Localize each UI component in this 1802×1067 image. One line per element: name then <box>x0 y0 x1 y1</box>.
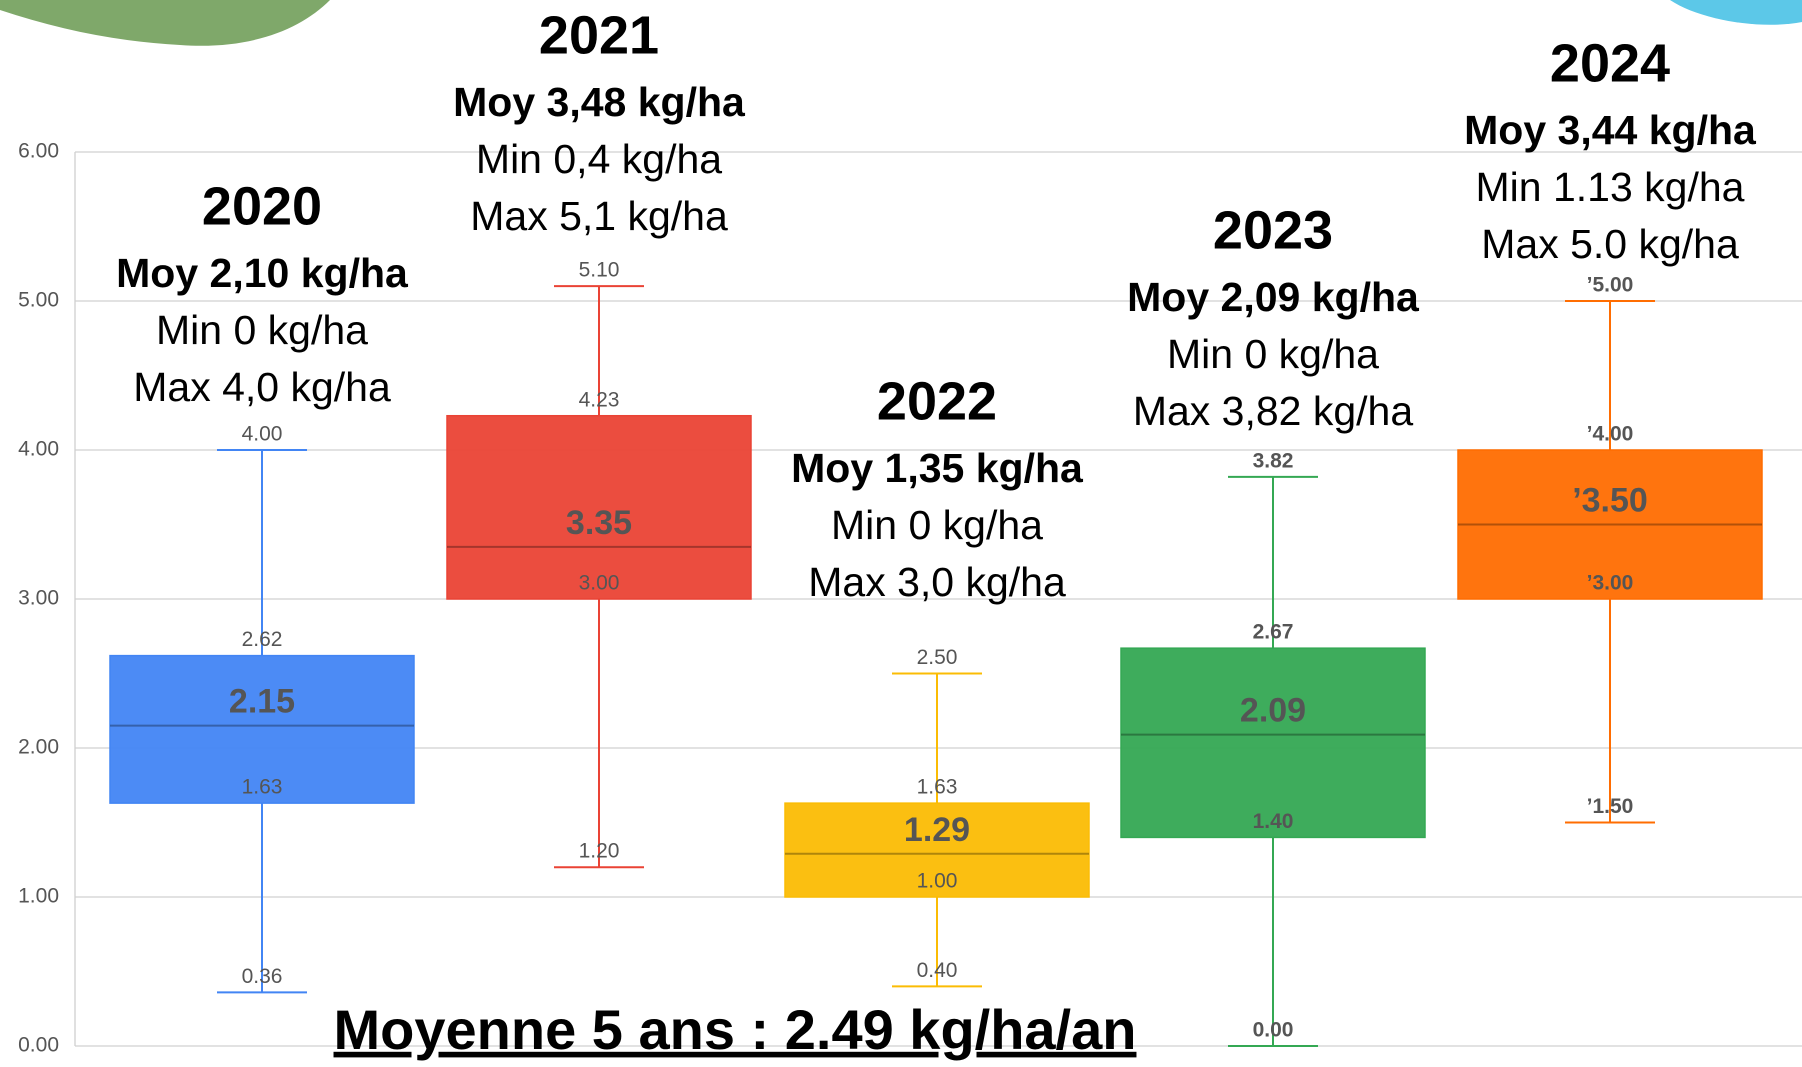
value-label: 2.62 <box>242 628 283 651</box>
y-tick-label: 5.00 <box>18 289 59 312</box>
value-label: 3.82 <box>1253 449 1294 472</box>
annotation: Max 5.0 kg/ha <box>1481 221 1739 267</box>
box <box>784 802 1090 898</box>
value-label: 1.40 <box>1253 810 1294 833</box>
annotation: Moy 3,44 kg/ha <box>1464 107 1757 153</box>
value-label: 1.63 <box>242 776 283 799</box>
value-label: 5.10 <box>579 259 620 282</box>
year-title: 2020 <box>202 176 322 236</box>
annotation: Moy 2,10 kg/ha <box>116 250 409 296</box>
y-tick-label: 0.00 <box>18 1034 59 1057</box>
footer-note: Moyenne 5 ans : 2.49 kg/ha/an <box>334 998 1137 1061</box>
annotation: Max 3,82 kg/ha <box>1133 388 1414 434</box>
value-label: 1.29 <box>904 811 970 849</box>
value-label: 1.20 <box>579 840 620 863</box>
leaf-decoration <box>0 0 330 46</box>
value-label: 3.35 <box>566 504 632 542</box>
value-label: 0.40 <box>917 959 958 982</box>
year-title: 2023 <box>1213 200 1333 260</box>
value-label: 2.67 <box>1253 621 1294 644</box>
value-label: 0.36 <box>242 965 283 988</box>
y-tick-label: 6.00 <box>18 140 59 163</box>
value-label: 1.00 <box>917 870 958 893</box>
box <box>446 414 752 600</box>
y-tick-label: 2.00 <box>18 736 59 759</box>
annotation: Max 4,0 kg/ha <box>133 364 391 410</box>
annotation: Min 0 kg/ha <box>156 307 368 353</box>
annotation: Moy 2,09 kg/ha <box>1127 274 1420 320</box>
value-label: 2.15 <box>229 683 295 721</box>
box <box>109 654 415 804</box>
value-label: 3.00 <box>579 572 620 595</box>
annotation: Min 0 kg/ha <box>1167 331 1379 377</box>
value-label: ’5.00 <box>1587 274 1634 297</box>
annotation: Min 1.13 kg/ha <box>1476 164 1745 210</box>
value-label: 2.50 <box>917 646 958 669</box>
year-title: 2022 <box>877 371 997 431</box>
year-title: 2021 <box>539 5 659 65</box>
box <box>1120 647 1426 839</box>
value-label: ’4.00 <box>1587 423 1634 446</box>
annotation: Min 0,4 kg/ha <box>476 136 722 182</box>
year-title: 2024 <box>1550 33 1670 93</box>
value-label: 2.09 <box>1240 692 1306 730</box>
value-label: 1.63 <box>917 776 958 799</box>
value-label: 4.23 <box>579 388 620 411</box>
annotation: Max 5,1 kg/ha <box>470 193 728 239</box>
value-label: ’1.50 <box>1587 795 1634 818</box>
leaf-decoration <box>1670 0 1802 25</box>
y-tick-label: 4.00 <box>18 438 59 461</box>
value-label: ’3.00 <box>1587 572 1634 595</box>
y-tick-label: 1.00 <box>18 885 59 908</box>
annotation: Moy 1,35 kg/ha <box>791 445 1084 491</box>
box <box>1457 449 1763 600</box>
annotation: Min 0 kg/ha <box>831 502 1043 548</box>
annotation: Moy 3,48 kg/ha <box>453 79 746 125</box>
value-label: 4.00 <box>242 423 283 446</box>
y-tick-label: 3.00 <box>18 587 59 610</box>
annotation: Max 3,0 kg/ha <box>808 559 1066 605</box>
value-label: 0.00 <box>1253 1019 1294 1042</box>
value-label: ’3.50 <box>1572 481 1648 519</box>
